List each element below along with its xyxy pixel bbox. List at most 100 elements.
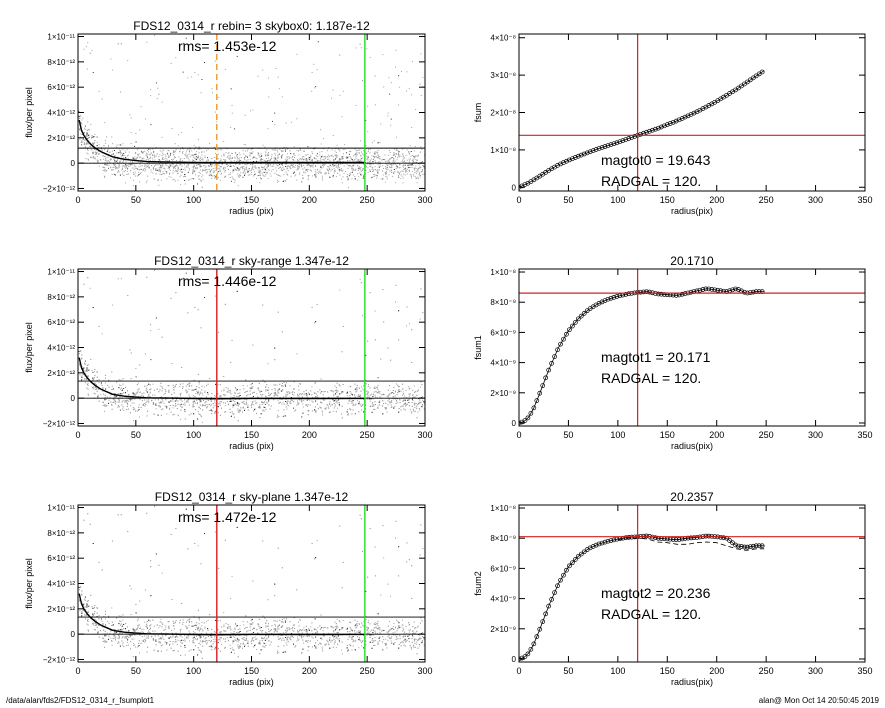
- scatter-point: [129, 400, 131, 402]
- scatter-point: [321, 151, 323, 153]
- scatter-point: [420, 175, 422, 177]
- scatter-point: [113, 173, 115, 175]
- scatter-point: [121, 404, 123, 406]
- scatter-point: [172, 407, 174, 409]
- y-axis-label: fsum: [473, 103, 483, 123]
- scatter-point: [238, 168, 240, 170]
- scatter-point: [131, 164, 133, 166]
- scatter-point: [217, 172, 219, 174]
- scatter-point: [265, 164, 267, 166]
- scatter-point: [112, 166, 114, 168]
- scatter-point: [122, 171, 124, 173]
- scatter-point: [289, 401, 291, 403]
- scatter-point: [372, 170, 374, 172]
- scatter-point: [411, 361, 413, 363]
- scatter-point: [246, 164, 248, 166]
- scatter-point: [257, 396, 259, 398]
- scatter-point: [192, 403, 194, 405]
- scatter-point: [282, 401, 284, 403]
- scatter-point: [87, 138, 89, 140]
- scatter-point: [125, 164, 127, 166]
- scatter-point: [411, 94, 413, 96]
- fsum-point: [623, 137, 629, 142]
- scatter-point: [247, 406, 249, 408]
- scatter-point: [404, 174, 406, 176]
- scatter-point: [204, 169, 206, 171]
- scatter-point: [408, 393, 410, 395]
- scatter-point: [323, 164, 325, 166]
- scatter-point: [151, 399, 153, 401]
- scatter-point: [161, 386, 163, 388]
- scatter-point: [292, 153, 294, 155]
- scatter-point: [138, 169, 140, 171]
- scatter-point: [237, 396, 239, 398]
- scatter-point: [281, 382, 283, 384]
- scatter-point: [417, 169, 419, 171]
- scatter-point: [348, 400, 350, 402]
- scatter-point: [299, 158, 301, 160]
- scatter-point: [333, 407, 335, 409]
- scatter-point: [146, 152, 148, 154]
- scatter-point: [334, 393, 336, 395]
- scatter-point: [128, 165, 130, 167]
- scatter-point: [336, 389, 338, 391]
- scatter-point: [387, 400, 389, 402]
- scatter-point: [230, 160, 232, 162]
- scatter-point: [152, 172, 154, 174]
- scatter-point: [382, 165, 384, 167]
- scatter-point: [117, 158, 119, 160]
- scatter-point: [233, 169, 235, 171]
- scatter-point: [105, 405, 107, 407]
- scatter-point: [238, 160, 240, 162]
- scatter-point: [150, 171, 152, 173]
- scatter-point: [268, 160, 270, 162]
- scatter-point: [359, 159, 361, 161]
- scatter-point: [98, 379, 100, 381]
- scatter-point: [391, 406, 393, 408]
- scatter-point: [92, 371, 94, 373]
- scatter-point: [219, 170, 221, 172]
- scatter-point: [237, 175, 239, 177]
- scatter-point: [118, 401, 120, 403]
- scatter-point: [161, 151, 163, 153]
- scatter-point: [197, 176, 199, 178]
- scatter-point: [405, 389, 407, 391]
- scatter-point: [368, 398, 370, 400]
- scatter-point: [239, 174, 241, 176]
- scatter-point: [107, 167, 109, 169]
- scatter-point: [86, 369, 88, 371]
- scatter-point: [373, 140, 375, 142]
- scatter-point: [132, 163, 134, 165]
- scatter-point: [132, 160, 134, 162]
- scatter-point: [393, 407, 395, 409]
- scatter-point: [219, 149, 221, 151]
- scatter-point: [175, 405, 177, 407]
- scatter-point: [238, 169, 240, 171]
- scatter-point: [393, 172, 395, 174]
- scatter-point: [342, 161, 344, 163]
- scatter-point: [260, 178, 262, 180]
- scatter-point: [85, 135, 87, 137]
- scatter-point: [158, 170, 160, 172]
- scatter-point: [112, 154, 114, 156]
- scatter-point: [281, 403, 283, 405]
- scatter-point: [398, 104, 400, 106]
- scatter-point: [330, 170, 332, 172]
- scatter-point: [386, 164, 388, 166]
- scatter-point: [259, 156, 261, 158]
- scatter-point: [192, 160, 194, 162]
- scatter-point: [168, 385, 170, 387]
- scatter-point: [146, 149, 148, 151]
- scatter-point: [82, 117, 84, 119]
- scatter-point: [419, 386, 421, 388]
- scatter-point: [109, 158, 111, 160]
- scatter-point: [184, 175, 186, 177]
- scatter-point: [126, 401, 128, 403]
- scatter-point: [339, 163, 341, 165]
- scatter-point: [411, 402, 413, 404]
- scatter-point: [355, 156, 357, 158]
- scatter-point: [267, 165, 269, 167]
- scatter-point: [79, 118, 81, 120]
- scatter-point: [157, 179, 159, 181]
- scatter-point: [184, 167, 186, 169]
